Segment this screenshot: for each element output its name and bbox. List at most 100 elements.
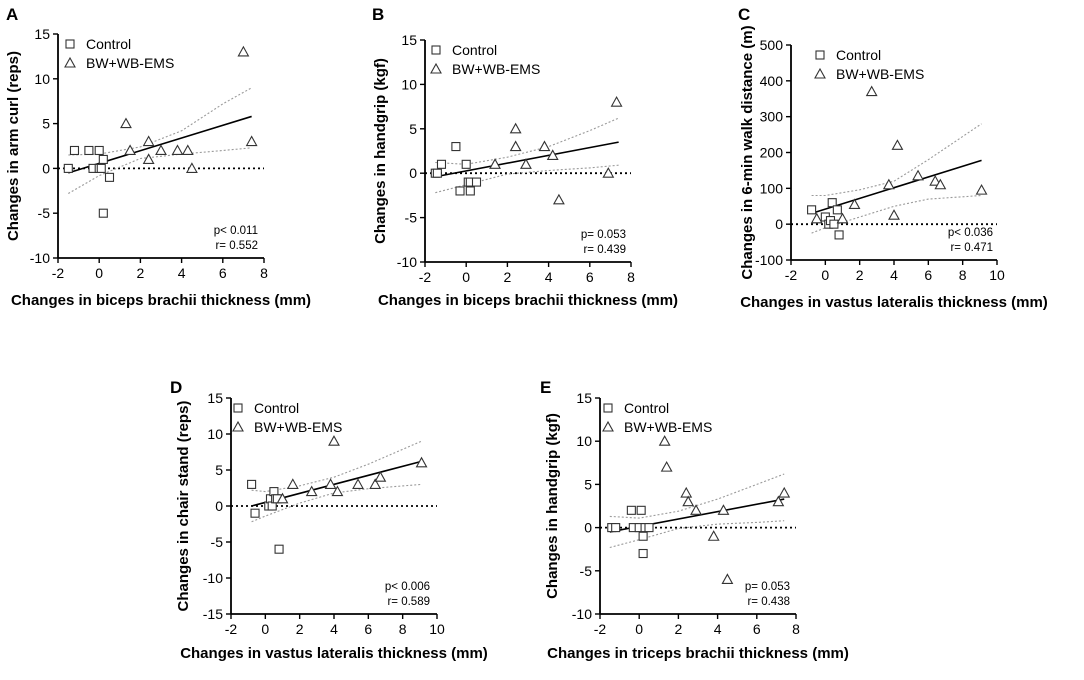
y-tick-label: 0: [42, 160, 50, 176]
x-tick-label: 2: [504, 269, 512, 285]
x-tick-label: 2: [675, 621, 683, 637]
x-tick-label: 8: [627, 269, 635, 285]
legend-control-marker: [815, 50, 825, 60]
x-tick-label: 6: [924, 267, 932, 283]
ems-point: [610, 96, 623, 107]
ems-point: [778, 486, 791, 498]
y-tick-label: 15: [576, 390, 592, 406]
y-tick-label: 15: [401, 32, 417, 48]
x-tick-label: 2: [856, 267, 864, 283]
control-point: [461, 159, 471, 169]
x-tick-label: 8: [792, 621, 800, 637]
ems-point: [331, 485, 344, 497]
ems-point: [120, 117, 132, 129]
panel-d: D -15 -10 -5 0 5 10 15 -2 0 2 4 6 8 10 Control BW+WB-EMS…: [170, 378, 488, 662]
regression-line: [811, 159, 982, 215]
control-point: [829, 219, 839, 229]
stats-r-value: r= 0.438: [747, 596, 790, 608]
control-point: [455, 186, 465, 196]
x-tick-label: 6: [753, 621, 761, 637]
ems-point: [848, 198, 861, 210]
stats-p-value: p= 0.053: [745, 581, 790, 593]
ems-point: [658, 435, 671, 446]
legend-control-marker: [603, 403, 613, 413]
ems-point: [328, 435, 340, 446]
x-tick-label: -2: [419, 269, 432, 285]
ems-point: [181, 144, 194, 156]
y-tick-label: 300: [760, 109, 784, 125]
control-point: [807, 205, 817, 215]
panel-e: E -10 -5 0 5 10 15 -2 0 2 4 6 8 Control BW+WB-EMS p= 0.…: [540, 378, 849, 662]
ems-point: [324, 478, 337, 489]
stats-r-value: r= 0.439: [583, 244, 626, 256]
y-tick-label: 500: [760, 37, 784, 53]
x-tick-label: 2: [296, 621, 304, 637]
panel-label: E: [540, 378, 551, 397]
legend-control-marker: [65, 39, 75, 49]
control-point: [96, 163, 106, 173]
y-tick-label: 5: [42, 116, 50, 132]
ci-lower-band: [251, 483, 422, 523]
panel-c: C -100 0 100 200 300 400 500 -2 0 2 4 6 8 10 Control BW+…: [738, 5, 1048, 311]
control-point: [432, 168, 442, 178]
ems-point: [660, 460, 673, 472]
ems-point: [489, 158, 501, 169]
ems-point: [934, 178, 947, 190]
ems-point: [912, 169, 924, 181]
legend-ems-marker: [64, 56, 76, 68]
legend: Control BW+WB-EMS: [430, 42, 540, 77]
ems-point: [707, 530, 720, 541]
x-tick-label: 8: [260, 265, 268, 281]
ems-point: [352, 478, 364, 489]
y-tick-label: 15: [207, 390, 223, 406]
x-tick-label: -2: [594, 621, 607, 637]
ems-point: [171, 144, 184, 156]
legend: Control BW+WB-EMS: [814, 47, 924, 82]
y-tick-label: -10: [203, 570, 223, 586]
ems-point: [882, 178, 895, 190]
x-tick-label: -2: [785, 267, 798, 283]
ems-point: [888, 209, 900, 220]
legend: Control BW+WB-EMS: [602, 400, 712, 435]
ci-upper-band: [609, 473, 785, 519]
stats-r-value: r= 0.552: [215, 240, 258, 252]
stats-r-value: r= 0.589: [387, 596, 430, 608]
ems-point: [415, 456, 428, 468]
y-tick-label: 5: [215, 462, 223, 478]
panel-label: B: [372, 5, 384, 24]
legend-control-label: Control: [254, 400, 299, 416]
stats-p-value: p= 0.053: [581, 229, 626, 241]
regression-line: [435, 141, 619, 178]
x-axis-title: Changes in vastus lateralis thickness (m…: [740, 294, 1048, 311]
control-point: [465, 186, 475, 196]
legend-ems-label: BW+WB-EMS: [452, 61, 540, 77]
ems-point: [690, 504, 702, 515]
y-tick-label: 0: [215, 498, 223, 514]
y-tick-label: -100: [755, 252, 783, 268]
y-tick-label: 100: [760, 180, 784, 196]
ci-upper-band: [68, 87, 252, 156]
y-axis-title: Changes in 6-min walk distance (m): [739, 25, 756, 279]
ems-point: [305, 485, 318, 497]
ems-point: [185, 162, 198, 173]
x-tick-label: 0: [261, 621, 269, 637]
legend-control-label: Control: [452, 42, 497, 58]
panel-label: A: [6, 5, 18, 24]
legend-ems-marker: [430, 62, 442, 74]
y-tick-label: 10: [34, 71, 50, 87]
x-tick-label: 4: [178, 265, 186, 281]
panel-label: D: [170, 378, 182, 397]
y-axis-title: Changes in handgrip (kgf): [544, 413, 561, 599]
y-tick-label: -5: [580, 563, 593, 579]
x-tick-label: 0: [462, 269, 470, 285]
ems-point: [810, 212, 823, 224]
ems-point: [717, 504, 730, 515]
x-tick-label: 4: [545, 269, 553, 285]
control-point: [611, 523, 621, 533]
x-tick-label: 6: [586, 269, 594, 285]
control-point: [247, 479, 257, 489]
y-tick-label: 15: [34, 26, 50, 42]
legend-ems-label: BW+WB-EMS: [86, 55, 174, 71]
ci-upper-band: [811, 123, 982, 197]
